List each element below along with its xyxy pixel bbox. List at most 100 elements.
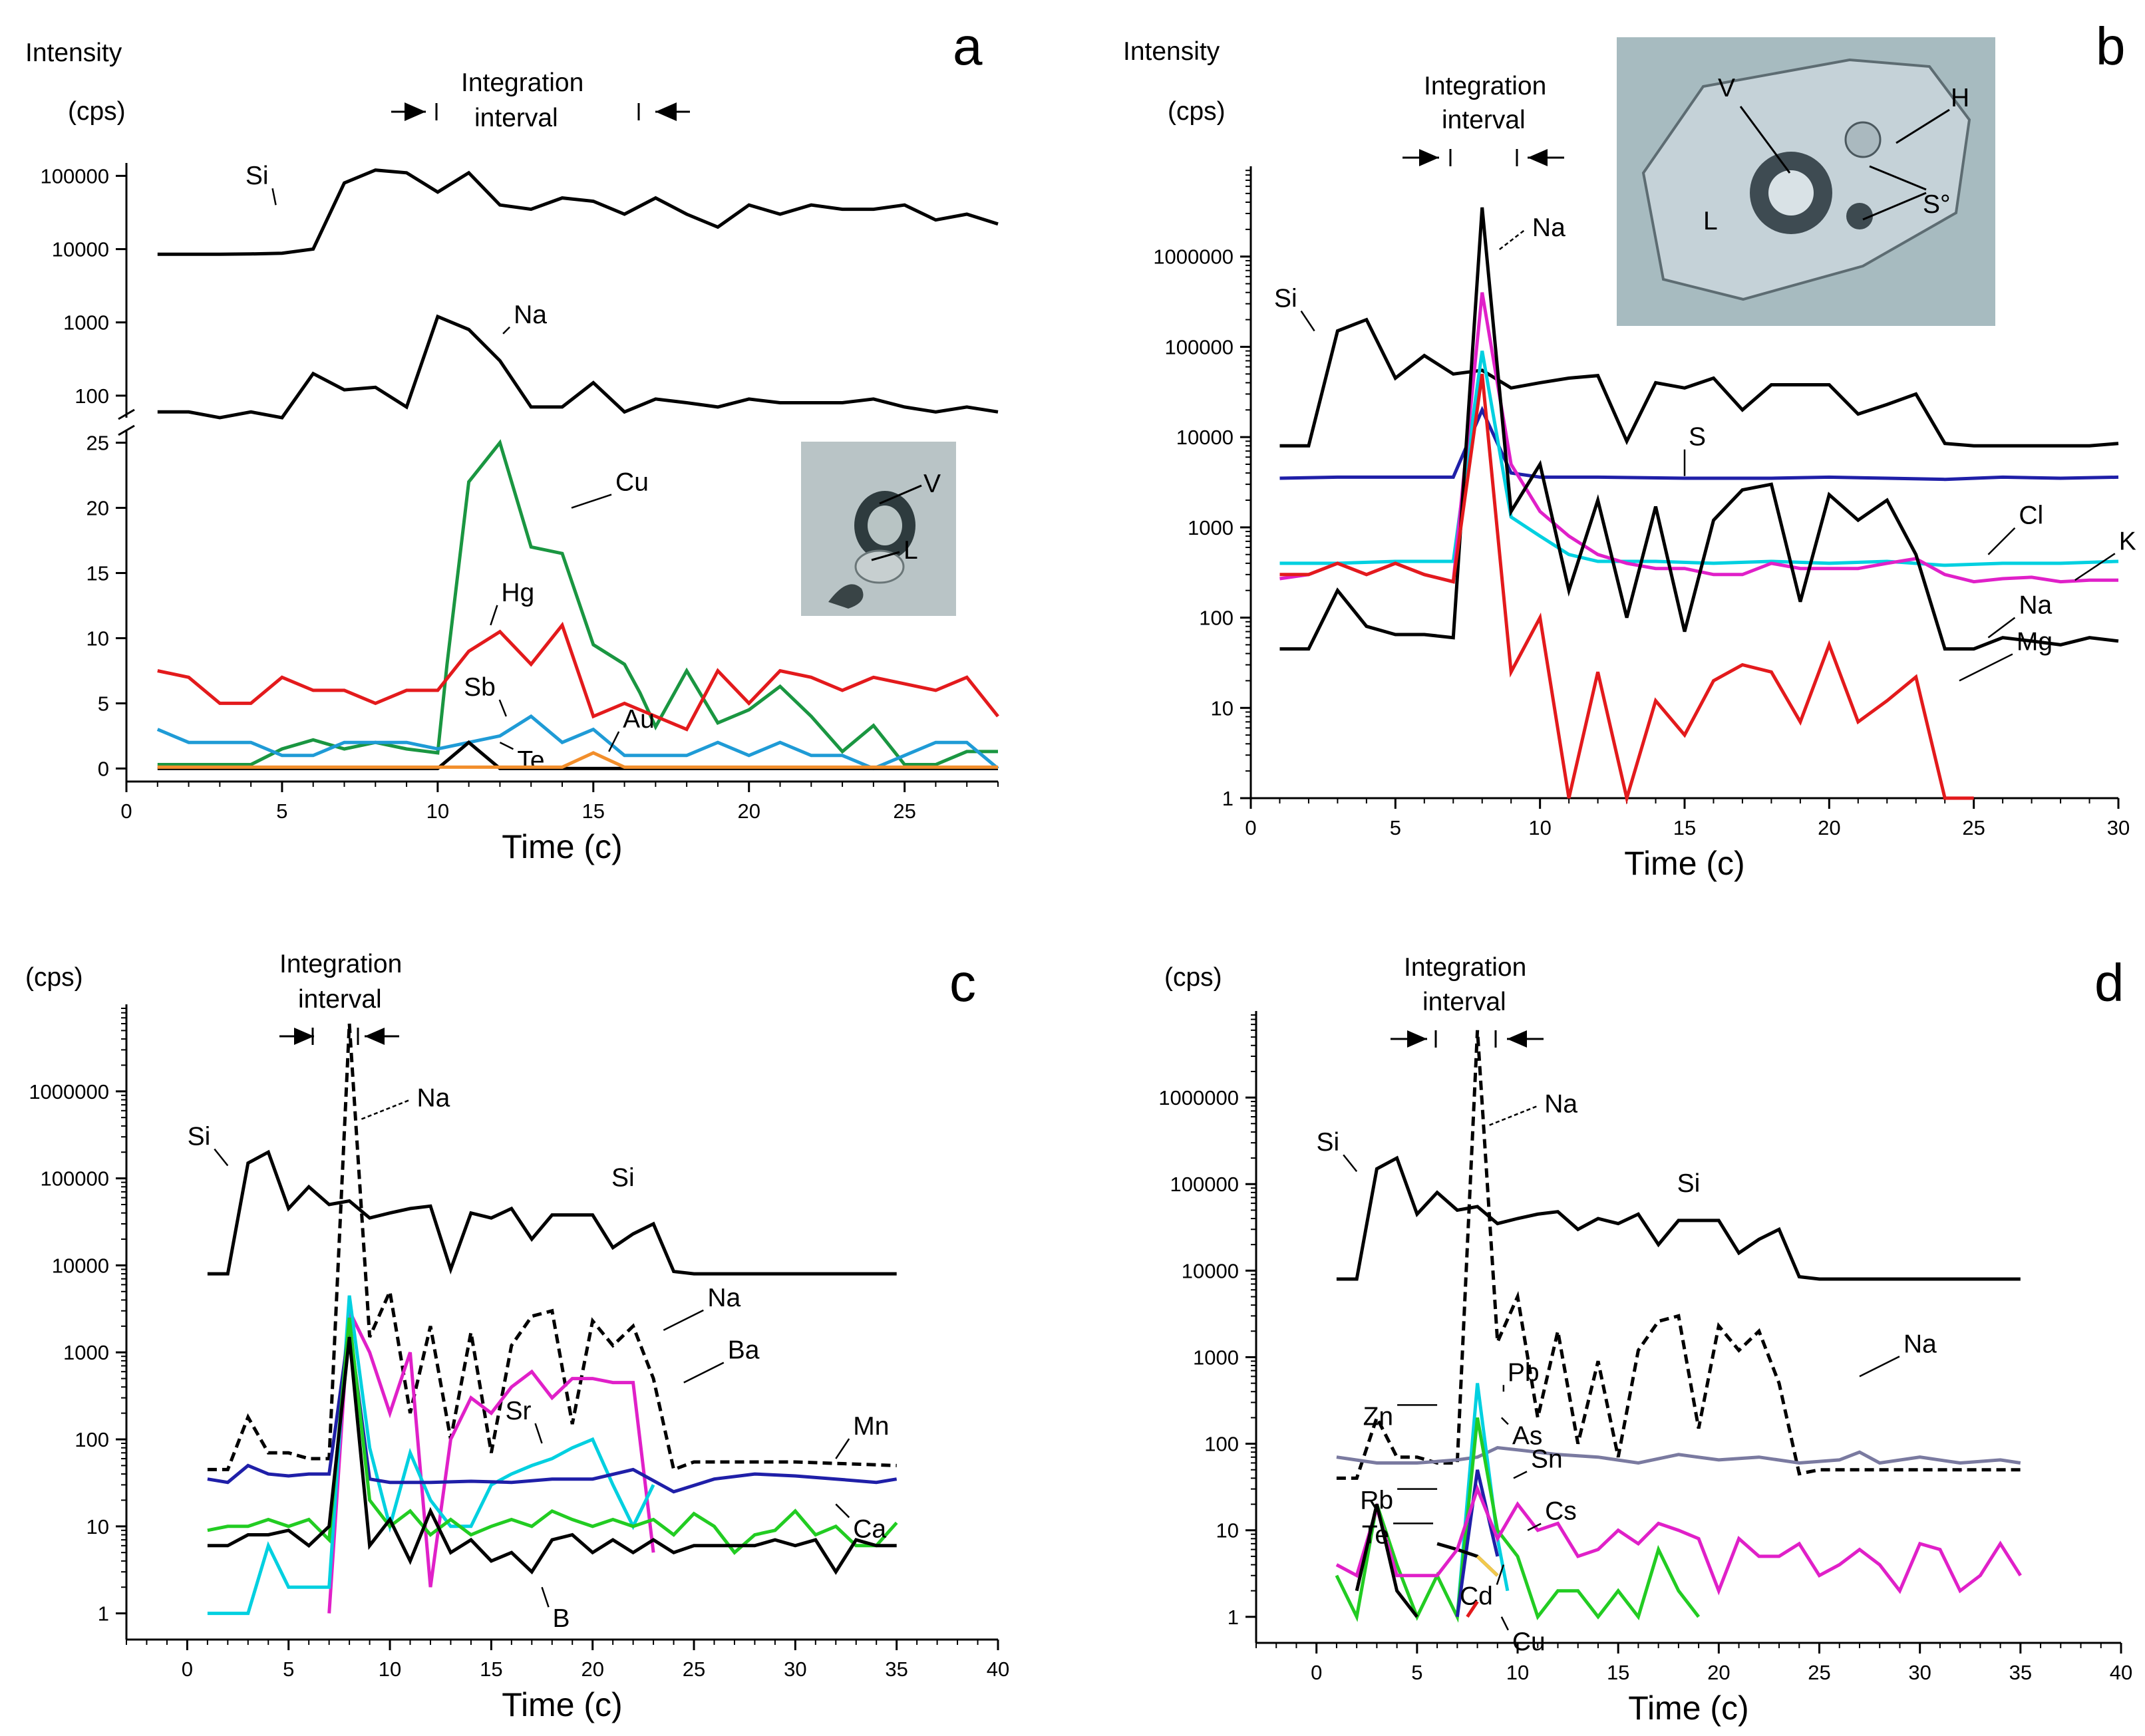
series-label-k: K (2119, 527, 2136, 555)
series-label-s: S (1689, 423, 1706, 452)
series-sb-line (156, 714, 999, 771)
y-axis-title-line2: (cps) (1168, 97, 1226, 126)
y-tick-label: 10 (86, 627, 109, 650)
inset-label-l: L (1703, 207, 1718, 235)
x-tick-label: 15 (582, 799, 605, 823)
series-label-sn: Sn (1531, 1445, 1563, 1473)
series-label-ba: Ba (728, 1336, 760, 1365)
series-label-si-secondary: Si (1677, 1169, 1701, 1198)
series-cs-line (1335, 1484, 2022, 1596)
axes-d: 0 5 10 15 20 25 30 35 40 Time (c) 1 10 100 1000 10000 1… (1158, 1011, 2132, 1727)
series-label-cs: Cs (1545, 1497, 1577, 1526)
axes-b: 0 5 10 15 20 25 30 Time (c) 1 10 100 1000 10000 10000… (1153, 166, 2130, 882)
y-tick-label: 10000 (1182, 1259, 1239, 1282)
y-tick-label: 15 (86, 562, 109, 585)
series-label-hg: Hg (501, 579, 534, 607)
x-tick-label: 20 (581, 1658, 603, 1681)
series-label-sb: Sb (464, 673, 496, 702)
y-tick-label: 100000 (1170, 1173, 1239, 1196)
x-tick-label: 15 (1607, 1661, 1629, 1684)
y-tick-label: 25 (86, 432, 109, 455)
y-tick-label: 1 (98, 1602, 109, 1626)
inset-label-s: S° (1923, 190, 1951, 219)
x-tick-label: 30 (2107, 816, 2130, 839)
axes-a: 0 5 10 15 20 25 Time (c) 100 1000 10000 100000 0 5 10… (41, 163, 999, 865)
x-tick-label: 20 (737, 799, 760, 823)
series-label-sr: Sr (506, 1397, 532, 1425)
integration-markers (1391, 1030, 1544, 1048)
x-tick-label: 35 (2009, 1661, 2032, 1684)
series-sn-line (1455, 1469, 1500, 1618)
series-hg-line (157, 621, 999, 732)
x-tick-label: 0 (182, 1658, 193, 1681)
series-au-line (157, 751, 998, 769)
integration-label-line1: Integration (279, 950, 402, 978)
series-label-te: Te (1362, 1520, 1389, 1549)
series-label-cu: Cu (1512, 1628, 1546, 1656)
panel-letter-c: c (949, 953, 976, 1012)
series-label-na: Na (1903, 1330, 1937, 1358)
series-label-na-peak: Na (1532, 214, 1566, 242)
y-axis-title: (cps) (1164, 963, 1222, 992)
y-tick-label: 100 (1204, 1433, 1239, 1456)
inset-label-h: H (1951, 84, 1969, 112)
x-axis-label: Time (c) (1624, 845, 1744, 882)
series-label-si: Si (1316, 1128, 1339, 1157)
series-label-na-peak: Na (1544, 1090, 1577, 1119)
y-tick-label: 100000 (41, 1167, 109, 1191)
series-si-line (157, 168, 999, 256)
x-tick-label: 0 (1311, 1661, 1322, 1684)
integration-label-line2: interval (1442, 106, 1526, 134)
x-axis-label: Time (c) (502, 828, 622, 865)
series-na-line (1336, 1030, 2021, 1480)
series-label-si: Si (188, 1122, 211, 1151)
y-tick-label: 10 (1211, 696, 1234, 720)
series-zn-line (1335, 1417, 1701, 1623)
series-label-ca: Ca (853, 1515, 886, 1543)
series-label-na: Na (514, 301, 547, 329)
y-tick-label: 1000 (63, 1341, 109, 1364)
y-axis-title-line1: Intensity (1123, 37, 1220, 66)
series-label-si: Si (1274, 285, 1297, 313)
series-cl-line (1279, 351, 2119, 567)
y-tick-label: 10000 (52, 238, 109, 261)
y-tick-label: 1000 (63, 311, 109, 335)
integration-label-line2: interval (298, 985, 382, 1014)
panel-a: Intensity (cps) a Integration interval 0… (25, 17, 999, 865)
x-tick-label: 40 (987, 1658, 1009, 1681)
x-tick-label: 15 (480, 1658, 502, 1681)
x-tick-label: 5 (276, 799, 287, 823)
inset-photo-b: V H L S° (1617, 37, 1995, 326)
series-si-line (207, 1149, 897, 1276)
x-tick-label: 10 (426, 799, 449, 823)
y-tick-label: 100000 (1165, 335, 1234, 359)
panel-letter-d: d (2094, 953, 2124, 1012)
y-tick-label: 10 (1216, 1519, 1239, 1542)
x-tick-label: 10 (1506, 1661, 1529, 1684)
series-b-line (207, 1336, 897, 1575)
series-na-line (1279, 207, 2119, 651)
panel-b: Intensity (cps) b Integration interval 0… (1123, 17, 2136, 882)
x-tick-label: 30 (1908, 1661, 1931, 1684)
series-label-cu: Cu (615, 468, 649, 497)
y-tick-label: 1000000 (1158, 1086, 1239, 1109)
inset-label-l: L (904, 536, 918, 565)
x-tick-label: 5 (283, 1658, 294, 1681)
y-tick-label: 1000 (1188, 516, 1234, 539)
series-cu-line (1466, 1600, 1479, 1618)
x-tick-label: 0 (120, 799, 132, 823)
inset-label-v: V (1718, 74, 1735, 102)
series-pb-line (1455, 1383, 1510, 1618)
panel-d: (cps) d Integration interval 0 5 10 15 20 25 3… (1158, 953, 2132, 1727)
series-mg-line (1279, 373, 1974, 805)
x-tick-label: 10 (379, 1658, 401, 1681)
y-tick-label: 10000 (1176, 426, 1234, 449)
series-label-na-peak: Na (417, 1084, 450, 1112)
panel-letter-b: b (2096, 17, 2126, 76)
y-tick-label: 100 (75, 1428, 109, 1451)
series-label-pb: Pb (1508, 1358, 1540, 1387)
inset-photo-a: V L (801, 442, 956, 616)
y-tick-label: 100000 (41, 164, 109, 188)
panel-letter-a: a (953, 17, 983, 76)
